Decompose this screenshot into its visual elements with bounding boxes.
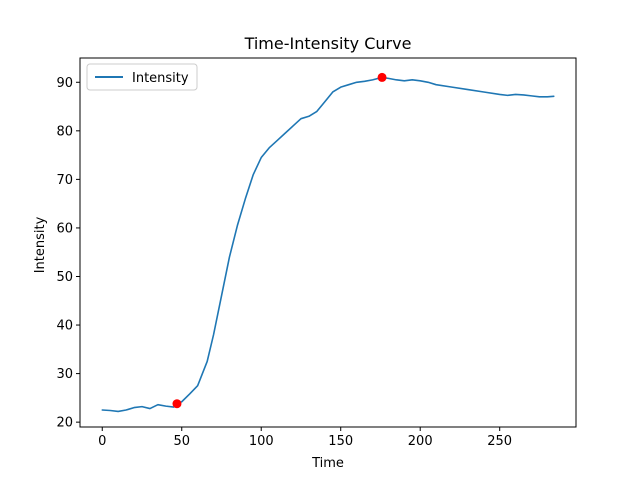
x-tick-label: 0	[98, 434, 106, 449]
legend: Intensity	[86, 63, 198, 91]
series-line-intensity	[101, 76, 555, 413]
x-tick-label: 50	[173, 434, 190, 449]
marker-point-2	[377, 72, 387, 82]
x-tick-label: 100	[249, 434, 274, 449]
y-tick-label: 40	[56, 319, 73, 334]
y-tick-label: 20	[56, 416, 73, 431]
y-axis-title: Intensity	[33, 216, 48, 273]
x-tick-label: 200	[408, 434, 433, 449]
y-tick-label: 50	[56, 270, 73, 285]
y-tick-label: 90	[56, 76, 73, 91]
x-tick-label: 250	[487, 434, 512, 449]
y-tick-label: 80	[56, 124, 73, 139]
y-tick-label: 30	[56, 367, 73, 382]
legend-label-intensity: Intensity	[132, 71, 189, 86]
y-tick-label: 60	[56, 221, 73, 236]
chart-title: Time-Intensity Curve	[244, 34, 412, 53]
x-tick-label: 150	[328, 434, 353, 449]
x-axis-title: Time	[311, 456, 344, 471]
plot-frame	[79, 57, 577, 428]
x-axis: 0 50 100 150 200 250	[98, 427, 512, 449]
plot-area	[101, 72, 555, 413]
marker-point-1	[172, 399, 182, 409]
legend-box	[86, 63, 198, 91]
y-axis: 20 30 40 50 60 70 80 90	[56, 76, 80, 431]
y-tick-label: 70	[56, 173, 73, 188]
